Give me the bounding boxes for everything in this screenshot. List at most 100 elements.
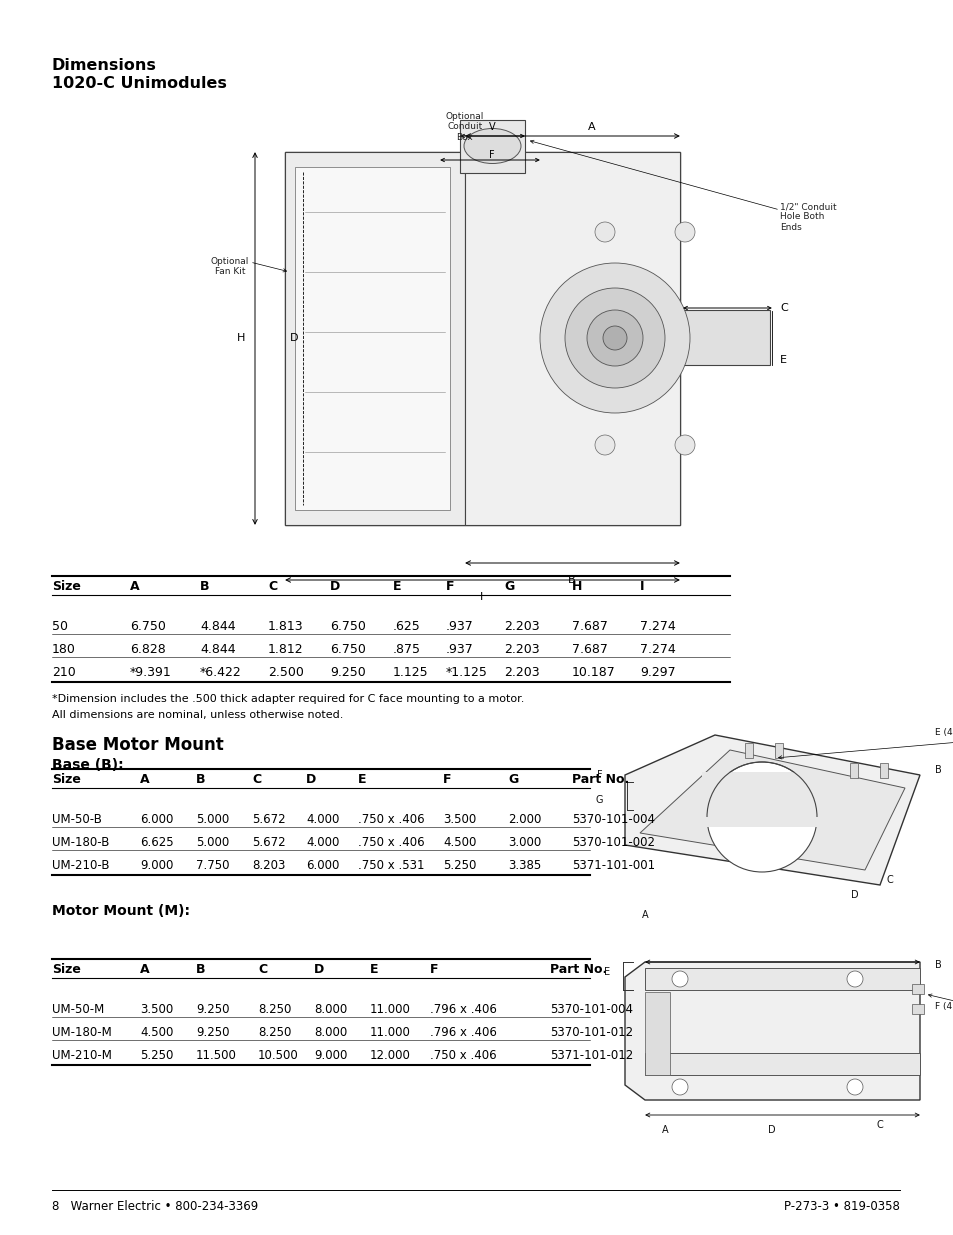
Text: 9.250: 9.250 bbox=[195, 1026, 230, 1039]
Text: 9.250: 9.250 bbox=[330, 666, 365, 679]
Text: All dimensions are nominal, unless otherwise noted.: All dimensions are nominal, unless other… bbox=[52, 710, 343, 720]
Text: .750 x .406: .750 x .406 bbox=[357, 836, 424, 848]
Text: .750 x .531: .750 x .531 bbox=[357, 860, 424, 872]
Text: C: C bbox=[885, 876, 892, 885]
Polygon shape bbox=[639, 750, 904, 869]
Bar bbox=[911, 1004, 923, 1014]
Text: UM-180-B: UM-180-B bbox=[52, 836, 110, 848]
Text: F (4) slots: F (4) slots bbox=[934, 1003, 953, 1011]
Text: E: E bbox=[603, 967, 609, 977]
Circle shape bbox=[602, 326, 626, 350]
Text: .796 x .406: .796 x .406 bbox=[430, 1003, 497, 1016]
Text: 1.813: 1.813 bbox=[268, 620, 303, 634]
Circle shape bbox=[595, 435, 615, 454]
Circle shape bbox=[586, 310, 642, 366]
Text: .750 x .406: .750 x .406 bbox=[357, 813, 424, 826]
Text: Part No.: Part No. bbox=[550, 963, 607, 976]
Text: C: C bbox=[252, 773, 261, 785]
Text: 7.274: 7.274 bbox=[639, 620, 675, 634]
Text: 6.000: 6.000 bbox=[140, 813, 173, 826]
Bar bbox=[644, 992, 669, 1074]
Circle shape bbox=[564, 288, 664, 388]
Text: D: D bbox=[850, 890, 858, 900]
Text: .937: .937 bbox=[446, 643, 474, 656]
Text: D: D bbox=[314, 963, 324, 976]
Text: 9.000: 9.000 bbox=[314, 1049, 347, 1062]
Text: A: A bbox=[661, 1125, 668, 1135]
Bar bbox=[679, 310, 769, 366]
Text: F: F bbox=[446, 580, 454, 593]
Text: 7.687: 7.687 bbox=[572, 643, 607, 656]
Bar bbox=[644, 1053, 919, 1074]
Text: 1.125: 1.125 bbox=[393, 666, 428, 679]
Text: 50: 50 bbox=[52, 620, 68, 634]
Text: B: B bbox=[934, 960, 941, 969]
Text: 4.500: 4.500 bbox=[140, 1026, 173, 1039]
Text: 11.000: 11.000 bbox=[370, 1026, 411, 1039]
Circle shape bbox=[539, 263, 689, 412]
Text: I: I bbox=[480, 592, 483, 601]
Text: Dimensions: Dimensions bbox=[52, 58, 156, 73]
Text: 7.687: 7.687 bbox=[572, 620, 607, 634]
Text: 8.000: 8.000 bbox=[314, 1026, 347, 1039]
Text: 4.000: 4.000 bbox=[306, 813, 339, 826]
Text: .796 x .406: .796 x .406 bbox=[430, 1026, 497, 1039]
Text: 3.000: 3.000 bbox=[507, 836, 540, 848]
Circle shape bbox=[675, 435, 695, 454]
Text: 5370-101-012: 5370-101-012 bbox=[550, 1026, 633, 1039]
Text: UM-180-M: UM-180-M bbox=[52, 1026, 112, 1039]
Text: D: D bbox=[290, 333, 298, 343]
Text: D: D bbox=[330, 580, 340, 593]
Text: UM-210-B: UM-210-B bbox=[52, 860, 110, 872]
Text: B: B bbox=[568, 576, 576, 585]
Text: 6.625: 6.625 bbox=[140, 836, 173, 848]
Text: 5.672: 5.672 bbox=[252, 813, 285, 826]
Text: 9.250: 9.250 bbox=[195, 1003, 230, 1016]
Bar bbox=[911, 984, 923, 994]
Text: E (4) Slots: E (4) Slots bbox=[934, 727, 953, 737]
Text: UM-210-M: UM-210-M bbox=[52, 1049, 112, 1062]
Text: 2.000: 2.000 bbox=[507, 813, 540, 826]
Text: C: C bbox=[780, 303, 787, 312]
Bar bbox=[294, 167, 450, 510]
Text: P-273-3 • 819-0358: P-273-3 • 819-0358 bbox=[783, 1200, 899, 1213]
Text: 2.500: 2.500 bbox=[268, 666, 304, 679]
Bar bbox=[879, 763, 887, 778]
Text: 5.250: 5.250 bbox=[140, 1049, 173, 1062]
Text: G: G bbox=[507, 773, 517, 785]
Text: E: E bbox=[357, 773, 366, 785]
Text: 4.844: 4.844 bbox=[200, 620, 235, 634]
Text: 1.812: 1.812 bbox=[268, 643, 303, 656]
Text: 5.000: 5.000 bbox=[195, 813, 229, 826]
Text: 10.187: 10.187 bbox=[572, 666, 615, 679]
Text: F: F bbox=[430, 963, 438, 976]
Bar bbox=[744, 743, 752, 758]
Text: 8.203: 8.203 bbox=[252, 860, 285, 872]
Bar bbox=[849, 763, 857, 778]
Text: *1.125: *1.125 bbox=[446, 666, 487, 679]
Text: A: A bbox=[641, 910, 648, 920]
Text: 5370-101-002: 5370-101-002 bbox=[572, 836, 655, 848]
Text: 8.250: 8.250 bbox=[257, 1003, 291, 1016]
Bar bbox=[459, 120, 524, 173]
Text: 2.203: 2.203 bbox=[503, 643, 539, 656]
Text: I: I bbox=[639, 580, 644, 593]
Text: V: V bbox=[488, 122, 495, 132]
Text: B: B bbox=[195, 773, 205, 785]
Circle shape bbox=[846, 1079, 862, 1095]
Text: 3.500: 3.500 bbox=[140, 1003, 173, 1016]
Text: 6.000: 6.000 bbox=[306, 860, 339, 872]
Text: A: A bbox=[130, 580, 139, 593]
Text: C: C bbox=[257, 963, 267, 976]
Text: Size: Size bbox=[52, 963, 81, 976]
Text: UM-50-M: UM-50-M bbox=[52, 1003, 104, 1016]
Text: Part No.: Part No. bbox=[572, 773, 629, 785]
Text: 5.000: 5.000 bbox=[195, 836, 229, 848]
Text: B: B bbox=[200, 580, 210, 593]
Text: 8   Warner Electric • 800-234-3369: 8 Warner Electric • 800-234-3369 bbox=[52, 1200, 258, 1213]
Text: C: C bbox=[268, 580, 276, 593]
Text: Base (B):: Base (B): bbox=[52, 758, 124, 772]
Text: 5370-101-004: 5370-101-004 bbox=[572, 813, 655, 826]
Text: 3.385: 3.385 bbox=[507, 860, 540, 872]
Text: 11.000: 11.000 bbox=[370, 1003, 411, 1016]
